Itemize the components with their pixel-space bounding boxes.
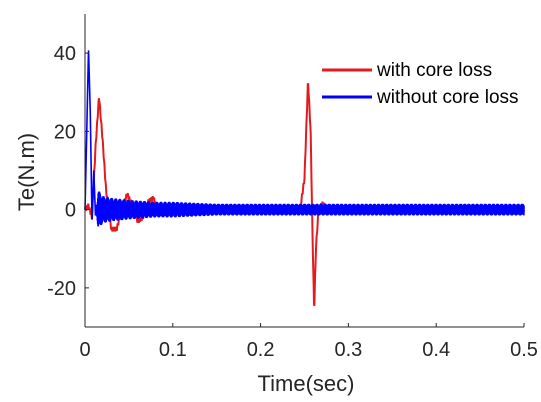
y-tick-label: 0: [65, 200, 76, 222]
x-axis-title: Time(sec): [258, 371, 355, 396]
legend-label-without-core-loss: without core loss: [376, 87, 519, 108]
y-axis-title: Te(N.m): [14, 133, 39, 211]
legend-label-with-core-loss: with core loss: [376, 60, 492, 81]
y-tick-label: 20: [54, 121, 76, 143]
series-with-core-loss: [84, 82, 525, 307]
ticks-layer: 0 0.1 0.2 0.3 0.4 0.5 -20 0 20 40: [47, 43, 538, 361]
x-tick-label: 0.1: [159, 339, 187, 361]
x-tick-label: 0.3: [334, 339, 362, 361]
series-layer: [84, 50, 525, 307]
y-tick-label: 40: [54, 43, 76, 65]
y-tick-label: -20: [47, 278, 76, 300]
axes-layer: [84, 14, 524, 328]
legend: with core loss without core loss: [322, 60, 519, 108]
x-tick-label: 0.5: [510, 339, 538, 361]
x-tick-label: 0.2: [247, 339, 275, 361]
x-tick-label: 0: [79, 339, 90, 361]
x-tick-label: 0.4: [422, 339, 450, 361]
series-without-core-loss: [84, 50, 525, 227]
